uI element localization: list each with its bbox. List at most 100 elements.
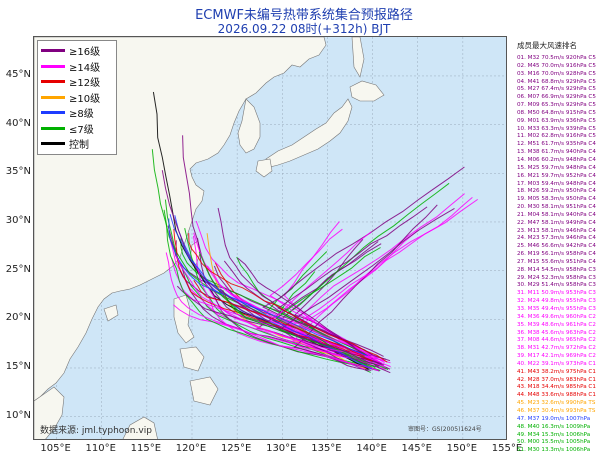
ranking-row: 11. M02 62.8m/s 916hPa C5	[517, 133, 596, 140]
ensemble-tracks	[151, 91, 478, 374]
ranking-row: 09. M01 63.9m/s 936hPa C5	[517, 117, 596, 124]
latitude-label: 10°N	[5, 409, 31, 421]
legend-item: ≥8级	[41, 105, 113, 121]
ranking-row: 01. M32 70.5m/s 920hPa C5	[517, 55, 596, 61]
ranking-row: 21. M04 58.1m/s 940hPa C4	[517, 211, 596, 218]
ranking-row: 36. M38 45.6m/s 963hPa C2	[517, 329, 596, 336]
ranking-row: 23. M13 58.1m/s 946hPa C4	[517, 227, 596, 234]
longitude-label: 115°E	[130, 443, 162, 454]
ranking-row: 10. M33 63.3m/s 939hPa C5	[517, 125, 596, 132]
longitude-label: 150°E	[446, 443, 478, 454]
longitude-label: 110°E	[85, 443, 116, 454]
longitude-label: 155°E	[491, 443, 523, 454]
land-kyushu	[255, 158, 273, 178]
ranking-row: 28. M14 54.5m/s 958hPa C3	[517, 266, 596, 273]
land-borneo	[122, 416, 158, 439]
legend-swatch	[41, 126, 65, 130]
ensemble-track	[219, 288, 380, 367]
ranking-list: 01. M32 70.5m/s 920hPa C5 02. M45 70.0m/s…	[517, 55, 607, 455]
ranking-row: 29. M24 52.3m/s 958hPa C3	[517, 274, 596, 281]
ranking-row: 19. M05 58.3m/s 950hPa C4	[517, 196, 596, 203]
ranking-panel: 成员最大风速排名 01. M32 70.5m/s 920hPa C5 02. M4…	[517, 40, 607, 455]
longitude-label: 105°E	[40, 443, 71, 454]
longitude-label: 135°E	[311, 443, 342, 454]
ranking-row: 45. M23 32.6m/s 990hPa TS	[517, 400, 596, 407]
ensemble-track	[193, 280, 365, 357]
ranking-row: 17. M03 59.4m/s 948hPa C4	[517, 180, 596, 187]
ensemble-track	[161, 170, 369, 372]
ranking-row: 40. M22 39.1m/s 973hPa C1	[517, 360, 596, 367]
ranking-row: 46. M37 30.4m/s 993hPa TS	[517, 407, 596, 414]
latitude-label: 45°N	[5, 68, 31, 80]
ranking-row: 07. M09 65.3m/s 929hPa C5	[517, 102, 596, 109]
ranking-row: 30. M29 51.4m/s 958hPa C3	[517, 282, 596, 289]
ranking-row: 05. M27 67.4m/s 929hPa C5	[517, 86, 596, 93]
legend-label: ≥8级	[69, 109, 94, 121]
ranking-row: 34. M36 49.6m/s 960hPa C2	[517, 313, 596, 320]
ensemble-track	[188, 233, 388, 363]
ensemble-track	[192, 235, 379, 371]
ranking-row: 47. M37 19.0m/s 1007hPa	[517, 415, 591, 422]
ranking-row: 48. M40 16.3m/s 1009hPa	[517, 423, 591, 430]
legend-label: 控制	[69, 140, 89, 152]
ranking-row: 51. M30 13.3m/s 1006hPa	[517, 447, 591, 454]
ensemble-track	[173, 228, 373, 362]
legend-swatch	[41, 111, 65, 115]
ranking-row: 22. M47 58.1m/s 949hPa C4	[517, 219, 596, 226]
ranking-row: 14. M06 60.2m/s 948hPa C4	[517, 156, 596, 163]
ranking-row: 38. M31 42.7m/s 972hPa C2	[517, 345, 596, 352]
land-visayas	[179, 346, 205, 372]
legend-swatch	[41, 142, 65, 146]
ensemble-track	[173, 304, 365, 364]
ranking-row: 15. M25 59.7m/s 948hPa C4	[517, 164, 596, 171]
land-sakhalin	[351, 37, 365, 78]
longitude-label: 145°E	[401, 443, 432, 454]
map-subtitle: 2026.09.22 08时(+312h) BJT	[217, 22, 391, 36]
ranking-row: 24. M23 57.3m/s 946hPa C4	[517, 235, 596, 242]
ranking-row: 03. M16 70.0m/s 928hPa C5	[517, 70, 596, 77]
latitude-label: 20°N	[5, 312, 31, 324]
ensemble-track	[165, 252, 366, 370]
legend-item: ≥14级	[41, 59, 113, 75]
ranking-row: 42. M28 37.0m/s 983hPa C1	[517, 376, 596, 383]
ranking-row: 31. M11 50.9m/s 953hPa C3	[517, 290, 596, 297]
ranking-row: 12. M51 61.7m/s 935hPa C4	[517, 141, 596, 148]
ranking-row: 43. M18 34.4m/s 985hPa C1	[517, 384, 596, 391]
land-mindanao	[189, 376, 219, 406]
ensemble-track	[293, 204, 438, 371]
ensemble-track	[163, 209, 365, 371]
legend-label: ≥10级	[69, 93, 101, 105]
land-hainan	[103, 304, 119, 322]
legend-swatch	[41, 95, 65, 99]
legend-swatch	[41, 49, 65, 53]
map-approval-number: 审图号：GS(2005)1624号	[408, 426, 482, 433]
legend-label: ≥16级	[69, 47, 101, 59]
ensemble-track	[298, 197, 473, 362]
latitude-label: 30°N	[5, 214, 31, 226]
ensemble-track	[169, 213, 369, 357]
ranking-row: 16. M21 59.7m/s 952hPa C4	[517, 172, 596, 179]
longitude-label: 130°E	[266, 443, 297, 454]
ranking-row: 18. M26 59.2m/s 950hPa C4	[517, 188, 596, 195]
ranking-row: 35. M39 48.6m/s 961hPa C2	[517, 321, 596, 328]
ranking-row: 25. M46 56.6m/s 942hPa C4	[517, 243, 596, 250]
land-korea	[237, 98, 261, 154]
intensity-legend: ≥16级 ≥14级 ≥12级 ≥10级 ≥8级 ≤7级 控制	[37, 40, 117, 155]
legend-label: ≥12级	[69, 78, 101, 90]
latitude-label: 40°N	[5, 117, 31, 129]
ranking-row: 37. M08 44.6m/s 965hPa C2	[517, 337, 596, 344]
ranking-row: 06. M07 66.9m/s 929hPa C5	[517, 94, 596, 101]
ensemble-track	[269, 228, 371, 358]
longitude-label: 140°E	[356, 443, 387, 454]
ranking-row: 02. M45 70.0m/s 916hPa C5	[517, 62, 596, 69]
ranking-row: 49. M34 15.3m/s 1006hPa	[517, 431, 591, 438]
ranking-row: 04. M41 68.8m/s 929hPa C5	[517, 78, 596, 85]
legend-item: ≥12级	[41, 74, 113, 90]
ranking-row: 41. M43 38.2m/s 975hPa C1	[517, 368, 596, 375]
map-title: ECMWF未编号热带系统集合预报路径	[195, 8, 413, 23]
ranking-row: 13. M38 61.7m/s 940hPa C4	[517, 149, 596, 156]
ensemble-track	[277, 206, 428, 357]
ranking-row: 39. M17 42.1m/s 969hPa C2	[517, 353, 596, 360]
latitude-label: 35°N	[5, 166, 31, 178]
legend-item: ≥16级	[41, 43, 113, 59]
